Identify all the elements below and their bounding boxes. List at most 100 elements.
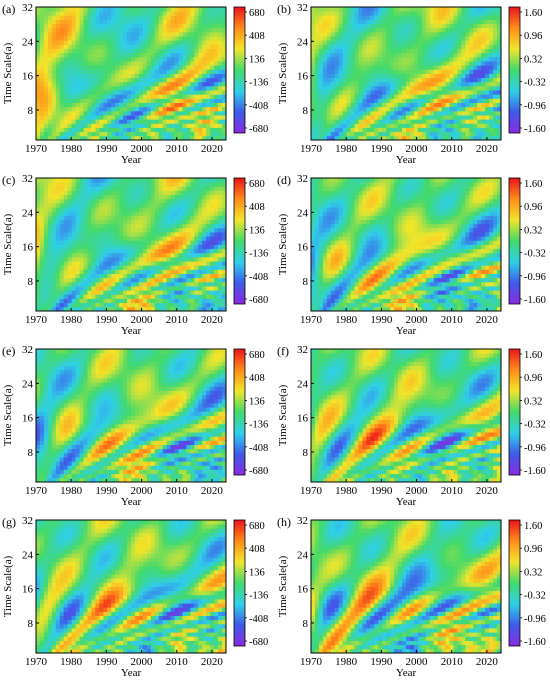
heatmap-cell <box>170 298 175 304</box>
heatmap-cell <box>314 119 320 124</box>
heatmap-cell <box>311 290 316 295</box>
heatmap-cell <box>445 115 450 120</box>
heatmap-cell <box>134 223 140 229</box>
heatmap-cell <box>107 69 112 74</box>
heatmap-cell <box>394 56 399 62</box>
heatmap-cell <box>83 223 88 229</box>
heatmap-cell <box>206 31 211 37</box>
heatmap-cell <box>318 36 324 41</box>
heatmap-cell <box>111 290 116 295</box>
heatmap-cell <box>374 69 379 74</box>
heatmap-cell <box>477 90 482 95</box>
heatmap-cell <box>378 7 383 12</box>
heatmap-cell <box>83 298 88 304</box>
heatmap-cell <box>206 94 211 99</box>
heatmap-cell <box>123 215 128 220</box>
heatmap-cell <box>71 281 76 287</box>
heatmap-cell <box>198 135 203 141</box>
heatmap-cell <box>115 244 120 250</box>
heatmap-cell <box>314 23 320 29</box>
heatmap-cell <box>111 294 116 299</box>
heatmap-cell <box>63 202 69 208</box>
heatmap-cell <box>350 52 355 58</box>
heatmap-cell <box>202 298 207 304</box>
heatmap-cell <box>402 123 407 128</box>
heatmap-cell <box>71 286 76 291</box>
heatmap-cell <box>36 115 41 120</box>
heatmap-cell <box>206 15 211 20</box>
heatmap-cell <box>79 52 84 58</box>
heatmap-cell <box>83 31 88 37</box>
heatmap-cell <box>99 98 104 103</box>
heatmap-cell <box>95 207 100 212</box>
heatmap-cell <box>36 236 41 241</box>
heatmap-cell <box>142 186 148 191</box>
heatmap-cell <box>338 23 344 29</box>
heatmap-cell <box>214 290 219 295</box>
heatmap-cell <box>115 90 120 95</box>
heatmap-cell <box>158 52 164 58</box>
heatmap-cell <box>162 302 168 308</box>
heatmap-cell <box>47 256 53 262</box>
heatmap-cell <box>59 298 65 304</box>
heatmap-cell <box>417 61 423 66</box>
heatmap-cell <box>36 182 41 187</box>
heatmap-cell <box>103 69 108 74</box>
heatmap-cell <box>402 115 407 120</box>
heatmap-cell <box>362 127 367 133</box>
heatmap-cell <box>178 115 183 120</box>
heatmap-cell <box>322 236 328 241</box>
heatmap-cell <box>103 294 108 299</box>
heatmap-cell <box>79 178 84 183</box>
heatmap-cell <box>111 106 116 112</box>
heatmap-cell <box>91 178 96 183</box>
heatmap-cell <box>83 44 88 49</box>
heatmap-cell <box>481 27 486 33</box>
heatmap-cell <box>162 261 168 266</box>
heatmap-cell <box>194 106 199 112</box>
heatmap-cell <box>449 81 454 87</box>
heatmap-cell <box>99 94 104 99</box>
heatmap-cell <box>390 52 395 58</box>
heatmap-cell <box>346 127 351 133</box>
heatmap-cell <box>311 269 316 274</box>
heatmap-cell <box>198 19 203 25</box>
heatmap-cell <box>445 81 450 87</box>
heatmap-cell <box>87 119 92 124</box>
heatmap-cell <box>493 11 498 16</box>
heatmap-cell <box>390 36 395 41</box>
heatmap-cell <box>79 69 84 74</box>
heatmap-cell <box>55 102 61 108</box>
heatmap-cell <box>194 127 199 133</box>
heatmap-cell <box>43 261 49 266</box>
heatmap-cell <box>398 110 403 116</box>
heatmap-cell <box>174 7 179 12</box>
heatmap-cell <box>127 286 132 291</box>
heatmap-cell <box>142 198 148 204</box>
heatmap-cell <box>83 115 88 120</box>
heatmap-cell <box>186 69 191 74</box>
heatmap-cell <box>36 36 41 41</box>
heatmap-cell <box>190 36 195 41</box>
heatmap-cell <box>398 131 403 137</box>
heatmap-cell <box>453 23 458 29</box>
heatmap-cell <box>95 52 100 58</box>
heatmap-cell <box>318 81 324 87</box>
heatmap-cell <box>202 106 207 112</box>
heatmap-cell <box>390 110 395 116</box>
heatmap-cell <box>91 202 96 208</box>
heatmap-cell <box>186 119 191 124</box>
heatmap-cell <box>214 81 219 87</box>
heatmap-cell <box>465 52 470 58</box>
heatmap-cell <box>115 36 120 41</box>
heatmap-cell <box>123 98 128 103</box>
heatmap-cell <box>55 7 61 12</box>
heatmap-cell <box>162 77 168 83</box>
heatmap-cell <box>334 106 340 112</box>
heatmap-cell <box>67 244 73 250</box>
heatmap-cell <box>210 236 215 241</box>
heatmap-cell <box>374 52 379 58</box>
heatmap-cell <box>115 211 120 216</box>
heatmap-cell <box>497 65 502 70</box>
heatmap-cell <box>75 90 80 95</box>
